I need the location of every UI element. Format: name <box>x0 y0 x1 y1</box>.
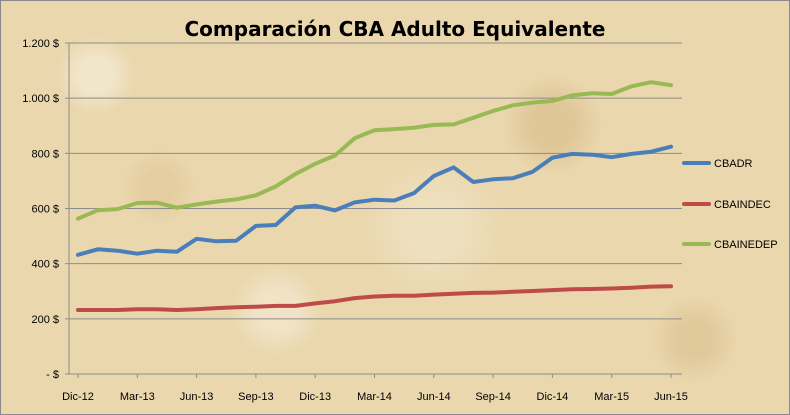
legend-label-cbaindec: CBAINDEC <box>714 199 771 211</box>
x-tick-label: Dic-13 <box>299 391 331 403</box>
legend-label-cbainedep: CBAINEDEP <box>714 239 778 251</box>
axes: - $ 200 $ 400 $ 600 $ 800 $ 1.000 $ 1.200 $ Dic… <box>22 38 688 403</box>
x-tick-label: Dic-12 <box>62 391 94 403</box>
gridlines <box>69 42 682 375</box>
x-tick-label: Dic-14 <box>537 391 569 403</box>
y-tick-label: 600 $ <box>31 204 59 216</box>
x-tick-label: Sep-13 <box>238 391 273 403</box>
y-tick-label: 200 $ <box>31 314 59 326</box>
x-tick-label: Sep-14 <box>475 391 510 403</box>
y-tick-label: 400 $ <box>31 259 59 271</box>
x-tick-label: Jun-13 <box>180 391 214 403</box>
chart-title: Comparación CBA Adulto Equivalente <box>185 17 606 41</box>
series-line-cbainedep <box>76 80 673 221</box>
y-tick-label: - $ <box>46 369 59 381</box>
x-tick-label: Mar-13 <box>120 391 155 403</box>
legend-label-cbadr: CBADR <box>714 158 753 170</box>
y-tick-label: 1.000 $ <box>22 93 59 105</box>
y-tick-label: 800 $ <box>31 148 59 160</box>
x-tick-label: Jun-15 <box>654 391 688 403</box>
series-line-cbaindec <box>76 284 673 312</box>
series-lines <box>76 80 673 312</box>
x-tick-label: Mar-14 <box>357 391 392 403</box>
legend: CBADR CBAINDEC CBAINEDEP <box>682 158 778 251</box>
x-tick-label: Mar-15 <box>594 391 629 403</box>
x-tick-label: Jun-14 <box>417 391 451 403</box>
y-tick-label: 1.200 $ <box>22 38 59 50</box>
series-line-cbadr <box>76 144 673 257</box>
